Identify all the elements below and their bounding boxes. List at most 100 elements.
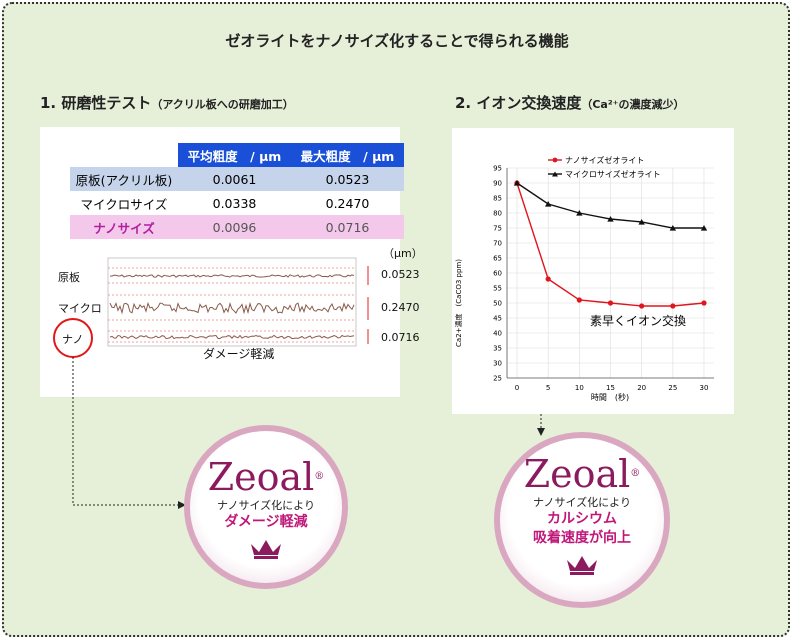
y-tick-label: 55 [493, 285, 502, 293]
x-axis-label: 時間 (秒) [591, 392, 629, 402]
crown-icon [567, 556, 597, 575]
badge-highlight: ダメージ軽減 [224, 514, 308, 530]
table-cell: マイクロサイズ [80, 196, 168, 212]
data-point [700, 225, 708, 231]
profile-trace-nano [109, 334, 355, 340]
badge-subtitle: ナノサイズ化により [217, 499, 315, 512]
profile-label-original: 原板 [58, 271, 80, 284]
table-cell: 0.0716 [291, 215, 404, 239]
profile-unit: （μm） [383, 247, 423, 260]
chart-annotation: 素早くイオン交換 [590, 313, 686, 328]
brand-logo: Zeoal® [190, 457, 342, 497]
x-tick-label: 15 [606, 384, 615, 392]
table-header-row: 平均粗度 / μm 最大粗度 / μm [70, 143, 404, 167]
y-tick-label: 30 [493, 360, 502, 368]
table-row: マイクロサイズ 0.0338 0.2470 [70, 191, 404, 215]
section2-heading: 2. イオン交換速度（Ca²⁺の濃度減少） [455, 92, 684, 113]
connector-arrowhead [178, 501, 186, 509]
profile-value-nano: 0.0716 [381, 331, 420, 344]
page-title: ゼオライトをナノサイズ化することで得られる機能 [225, 32, 569, 50]
profile-value-original: 0.0523 [381, 268, 420, 281]
table-cell: 0.0523 [291, 167, 404, 191]
table-cell: 0.0338 [212, 195, 257, 211]
section1-title: 1. 研磨性テスト [40, 94, 152, 112]
data-point [639, 303, 645, 309]
x-tick-label: 5 [546, 384, 550, 392]
table-header-cell: 最大粗度 / μm [291, 143, 404, 167]
chart-axes: 25 30 35 40 45 50 55 60 65 70 75 80 85 90 95 0 5 10 15 20 25… [493, 165, 714, 392]
chart-series [513, 180, 708, 309]
y-tick-label: 70 [493, 240, 502, 248]
nano-highlight-circle [53, 318, 93, 358]
section1-heading: 1. 研磨性テスト（アクリル板への研磨加工） [40, 92, 294, 113]
data-point [607, 216, 614, 222]
x-tick-label: 25 [668, 384, 677, 392]
y-tick-label: 95 [493, 165, 502, 173]
brand-name: Zeoal [207, 455, 315, 499]
y-tick-label: 85 [493, 195, 502, 203]
data-point [607, 300, 614, 306]
ion-exchange-panel [452, 128, 734, 414]
registered-mark: ® [630, 468, 641, 479]
legend-marker-micro [552, 171, 558, 177]
data-point [545, 276, 551, 282]
legend-label-micro: マイクロサイズゼオライト [565, 169, 661, 179]
zeoal-badge-2: Zeoal® ナノサイズ化により カルシウム 吸着速度が向上 [494, 432, 670, 608]
y-axis-label: Ca2+濃度 (CaCO3 ppm) [454, 259, 463, 347]
x-tick-label: 0 [515, 384, 519, 392]
profile-label-micro: マイクロ [58, 302, 102, 315]
data-point [576, 297, 582, 303]
data-point [670, 303, 676, 309]
section2-title: 2. イオン交換速度 [455, 94, 582, 112]
profile-trace-micro [109, 301, 355, 315]
badge-highlight-2: 吸着速度が向上 [533, 530, 631, 546]
badge-highlight: カルシウム [547, 511, 617, 527]
brand-name: Zeoal [523, 452, 631, 496]
connector-arrowhead-2 [537, 428, 545, 436]
profile-trace-original [109, 274, 355, 278]
data-point [669, 225, 677, 231]
y-tick-label: 40 [493, 330, 502, 338]
data-point [638, 219, 645, 225]
legend-marker-nano [552, 157, 558, 163]
y-tick-label: 25 [493, 375, 502, 383]
profile-value-micro: 0.2470 [381, 301, 420, 314]
section2-subtitle: （Ca²⁺の濃度減少） [581, 98, 685, 111]
y-tick-label: 60 [493, 270, 502, 278]
badge-subtitle: ナノサイズ化により [533, 496, 631, 509]
y-tick-label: 80 [493, 210, 502, 218]
profile-note: ダメージ軽減 [203, 347, 275, 361]
table-row: ナノサイズ 0.0096 0.0716 [70, 215, 404, 239]
registered-mark: ® [314, 471, 325, 482]
table-cell: 原板(アクリル板) [70, 167, 178, 191]
data-point [576, 210, 583, 216]
table-cell: 0.0061 [178, 167, 291, 191]
table-row: 原板(アクリル板) 0.0061 0.0523 [70, 167, 404, 191]
table-cell: 0.2470 [325, 195, 370, 211]
table-cell: ナノサイズ [70, 215, 178, 239]
zeoal-badge-1: Zeoal® ナノサイズ化により ダメージ軽減 [184, 425, 348, 589]
chart-grid [507, 167, 714, 379]
y-tick-label: 75 [493, 225, 502, 233]
y-tick-label: 50 [493, 300, 502, 308]
ion-exchange-chart: 25 30 35 40 45 50 55 60 65 70 75 80 85 90 95 0 5 10 15 20 25… [454, 155, 714, 402]
data-point [513, 180, 521, 186]
table-header-cell: 平均粗度 / μm [178, 143, 291, 167]
crown-icon [251, 540, 281, 559]
y-tick-label: 90 [493, 180, 502, 188]
y-tick-label: 35 [493, 345, 502, 353]
profile-frame [107, 257, 357, 347]
section1-subtitle: （アクリル板への研磨加工） [151, 98, 294, 111]
brand-logo: Zeoal® [500, 454, 664, 494]
connector-line [72, 357, 178, 506]
x-tick-label: 20 [637, 384, 646, 392]
chart-legend: ナノサイズゼオライト マイクロサイズゼオライト [548, 155, 661, 179]
profile-label-nano: ナノ [62, 333, 84, 346]
data-point [701, 300, 707, 306]
data-point [544, 201, 552, 207]
table-cell: 0.0096 [178, 215, 291, 239]
x-tick-label: 10 [575, 384, 584, 392]
roughness-table: 平均粗度 / μm 最大粗度 / μm 原板(アクリル板) 0.0061 0.0… [70, 143, 404, 239]
legend-label-nano: ナノサイズゼオライト [565, 155, 644, 165]
